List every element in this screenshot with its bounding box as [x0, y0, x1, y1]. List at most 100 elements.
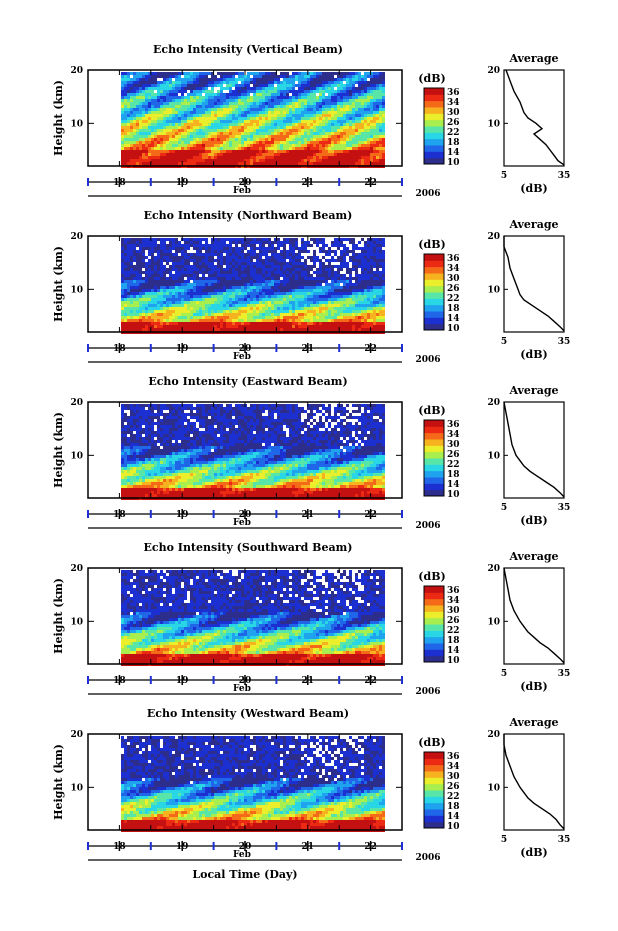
- heatmap-cell: [358, 144, 361, 147]
- heatmap-cell: [172, 313, 175, 316]
- heatmap-cell: [382, 162, 385, 165]
- heatmap-cell: [139, 132, 142, 135]
- heatmap-cell: [142, 90, 145, 93]
- heatmap-cell: [340, 162, 343, 165]
- heatmap-cell: [268, 301, 271, 304]
- heatmap-cell: [289, 238, 292, 241]
- heatmap-cell: [316, 250, 319, 253]
- heatmap-cell: [307, 313, 310, 316]
- heatmap-cell: [289, 78, 292, 81]
- heatmap-cell: [226, 298, 229, 301]
- heatmap-cell: [262, 96, 265, 99]
- heatmap-cell: [163, 325, 166, 328]
- heatmap-cell: [223, 247, 226, 250]
- heatmap-cell: [172, 280, 175, 283]
- heatmap-cell: [349, 120, 352, 123]
- heatmap-cell: [151, 274, 154, 277]
- heatmap-cell: [181, 262, 184, 265]
- heatmap-cell: [301, 292, 304, 295]
- heatmap-cell: [145, 253, 148, 256]
- heatmap-cell: [190, 313, 193, 316]
- heatmap-cell: [133, 250, 136, 253]
- heatmap-cell: [274, 277, 277, 280]
- heatmap-cell: [151, 135, 154, 138]
- heatmap-cell: [223, 304, 226, 307]
- heatmap-cell: [166, 238, 169, 241]
- heatmap-cell: [310, 90, 313, 93]
- heatmap-cell: [325, 93, 328, 96]
- heatmap-cell: [334, 114, 337, 117]
- heatmap-cell: [178, 322, 181, 325]
- heatmap-cell: [121, 289, 124, 292]
- heatmap-cell: [253, 271, 256, 274]
- heatmap-cell: [214, 253, 217, 256]
- heatmap-cell: [247, 319, 250, 322]
- heatmap-cell: [238, 108, 241, 111]
- heatmap-cell: [256, 310, 259, 313]
- heatmap-cell: [292, 328, 295, 331]
- heatmap-cell: [187, 126, 190, 129]
- heatmap-cell: [268, 241, 271, 244]
- heatmap-cell: [187, 286, 190, 289]
- heatmap-cell: [214, 123, 217, 126]
- heatmap-cell: [133, 280, 136, 283]
- heatmap-cell: [172, 87, 175, 90]
- heatmap-cell: [172, 250, 175, 253]
- heatmap-cell: [163, 78, 166, 81]
- profile-line: [505, 69, 565, 166]
- heatmap-cell: [343, 144, 346, 147]
- heatmap-cell: [130, 325, 133, 328]
- heatmap-cell: [187, 105, 190, 108]
- heatmap-cell: [244, 96, 247, 99]
- heatmap-cell: [370, 81, 373, 84]
- heatmap-cell: [166, 147, 169, 150]
- heatmap-cell: [166, 78, 169, 81]
- heatmap-cell: [220, 99, 223, 102]
- heatmap-cell: [262, 319, 265, 322]
- heatmap-cell: [259, 283, 262, 286]
- heatmap-cell: [172, 147, 175, 150]
- heatmap-cell: [256, 238, 259, 241]
- heatmap-cell: [142, 322, 145, 325]
- heatmap-cell: [241, 105, 244, 108]
- heatmap-cell: [208, 138, 211, 141]
- heatmap-cell: [151, 138, 154, 141]
- heatmap-cell: [307, 102, 310, 105]
- heatmap-cell: [166, 162, 169, 165]
- heatmap-cell: [253, 126, 256, 129]
- heatmap-cell: [208, 108, 211, 111]
- heatmap-cell: [163, 81, 166, 84]
- heatmap-cell: [280, 280, 283, 283]
- heatmap-cell: [250, 75, 253, 78]
- heatmap-cell: [220, 93, 223, 96]
- heatmap-cell: [289, 126, 292, 129]
- heatmap-cell: [256, 75, 259, 78]
- heatmap-cell: [271, 247, 274, 250]
- heatmap-cell: [265, 277, 268, 280]
- heatmap-cell: [304, 256, 307, 259]
- heatmap-cell: [256, 256, 259, 259]
- heatmap-cell: [214, 117, 217, 120]
- heatmap-cell: [271, 283, 274, 286]
- heatmap-cell: [271, 81, 274, 84]
- heatmap-cell: [289, 256, 292, 259]
- heatmap-cell: [223, 153, 226, 156]
- heatmap-cell: [262, 280, 265, 283]
- heatmap-cell: [169, 144, 172, 147]
- heatmap-cell: [304, 123, 307, 126]
- heatmap-cell: [154, 247, 157, 250]
- heatmap-cell: [178, 286, 181, 289]
- heatmap-cell: [199, 87, 202, 90]
- heatmap-cell: [304, 144, 307, 147]
- heatmap-cell: [160, 292, 163, 295]
- heatmap-cell: [313, 244, 316, 247]
- heatmap-cell: [238, 247, 241, 250]
- heatmap-cell: [304, 135, 307, 138]
- heatmap-cell: [220, 78, 223, 81]
- heatmap-cell: [328, 114, 331, 117]
- heatmap-cell: [175, 328, 178, 331]
- heatmap-cell: [190, 256, 193, 259]
- heatmap-cell: [166, 114, 169, 117]
- heatmap-cell: [319, 105, 322, 108]
- heatmap-cell: [214, 111, 217, 114]
